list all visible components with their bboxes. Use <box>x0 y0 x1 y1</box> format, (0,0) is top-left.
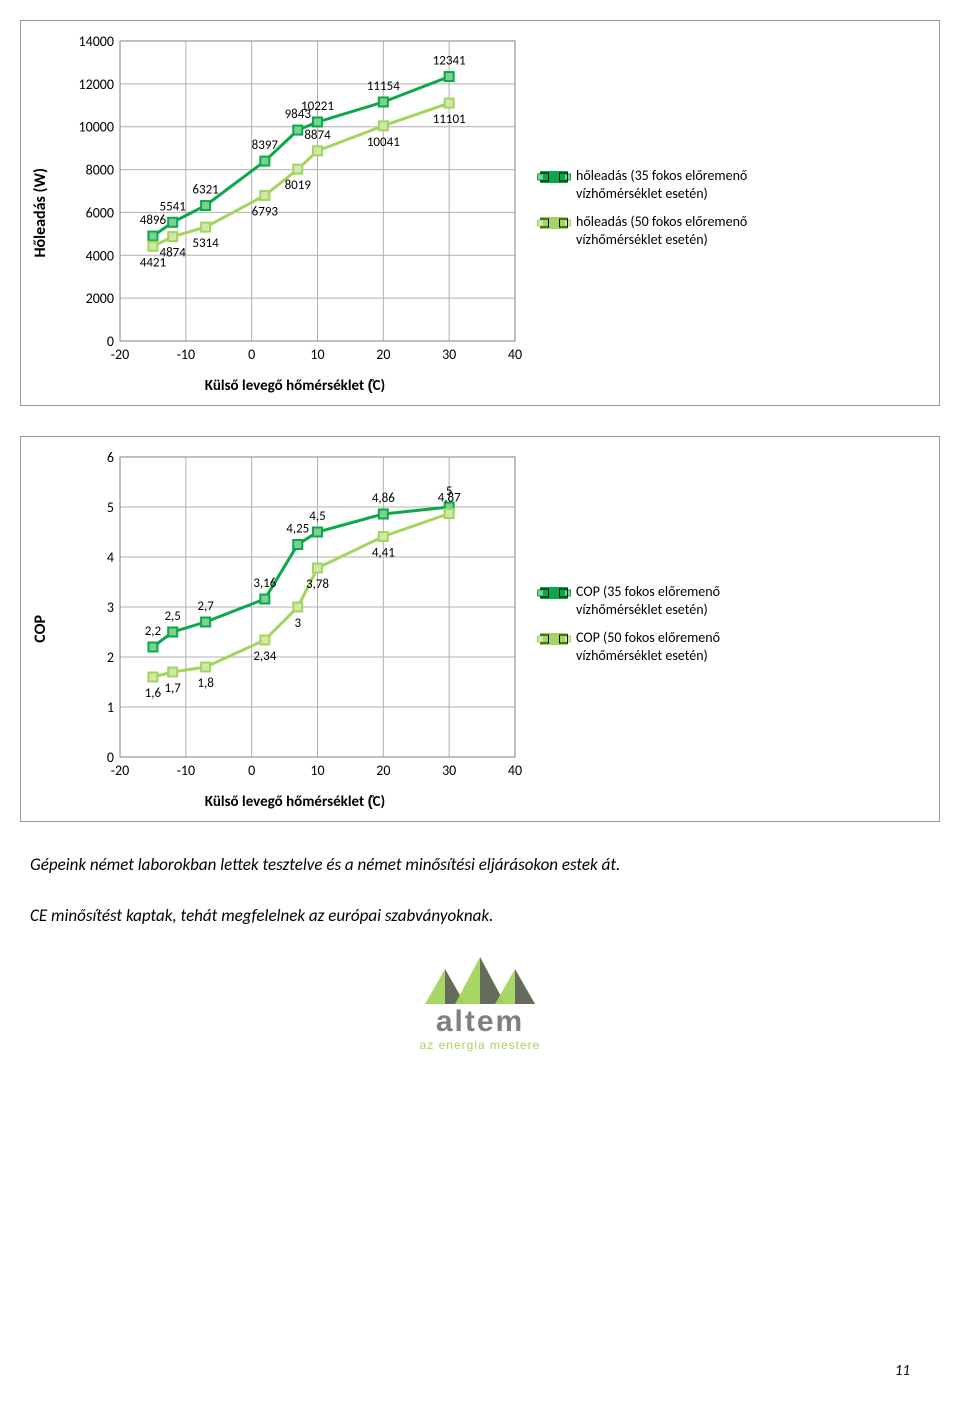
svg-text:20: 20 <box>376 762 390 779</box>
svg-text:0: 0 <box>248 346 255 363</box>
svg-text:3: 3 <box>107 599 114 616</box>
svg-text:0: 0 <box>107 749 114 766</box>
svg-text:5314: 5314 <box>192 236 219 251</box>
svg-text:4896: 4896 <box>140 213 167 228</box>
chart-cop: COP -20-1001020304001234562,22,52,73,164… <box>20 436 940 822</box>
svg-text:12341: 12341 <box>433 54 466 69</box>
svg-text:8000: 8000 <box>86 162 114 179</box>
footer-line2: CE minősítést kaptak, tehát megfelelnek … <box>30 905 493 926</box>
svg-text:4: 4 <box>107 549 114 566</box>
legend-swatch <box>540 633 568 645</box>
svg-text:4,86: 4,86 <box>372 491 395 506</box>
legend-item: COP (35 fokos előremenő vízhőmérséklet e… <box>540 583 796 619</box>
legend-item: hőleadás (35 fokos előremenő vízhőmérsék… <box>540 167 796 203</box>
svg-text:4,5: 4,5 <box>309 509 325 524</box>
svg-text:8019: 8019 <box>285 178 312 193</box>
svg-text:1: 1 <box>107 699 114 716</box>
svg-text:az energia mestere: az energia mestere <box>420 1038 541 1052</box>
svg-text:10000: 10000 <box>79 119 114 136</box>
legend-swatch <box>540 171 568 183</box>
svg-text:1,6: 1,6 <box>145 686 162 701</box>
svg-text:6: 6 <box>107 449 114 466</box>
footer-line1: Gépeink német laborokban lettek tesztelv… <box>30 854 620 875</box>
chart1-xlabel: Külső levegő hőmérséklet (̊C) <box>65 377 525 395</box>
svg-text:5: 5 <box>107 499 114 516</box>
chart2-legend: COP (35 fokos előremenő vízhőmérséklet e… <box>540 583 796 676</box>
svg-text:20: 20 <box>376 346 390 363</box>
svg-text:4000: 4000 <box>86 247 114 264</box>
svg-text:2: 2 <box>107 649 114 666</box>
svg-text:2,2: 2,2 <box>145 624 162 639</box>
svg-text:3,78: 3,78 <box>306 577 329 592</box>
svg-text:8874: 8874 <box>304 128 331 143</box>
svg-text:5541: 5541 <box>159 199 185 214</box>
page-number: 11 <box>895 1362 910 1380</box>
svg-text:4,87: 4,87 <box>438 491 461 506</box>
svg-text:10: 10 <box>310 346 324 363</box>
svg-text:1,8: 1,8 <box>197 676 214 691</box>
svg-text:3: 3 <box>294 616 301 631</box>
legend-label: hőleadás (35 fokos előremenő vízhőmérsék… <box>576 167 796 203</box>
svg-text:10: 10 <box>310 762 324 779</box>
svg-text:-10: -10 <box>177 346 195 363</box>
svg-text:4,41: 4,41 <box>372 546 395 561</box>
svg-text:11154: 11154 <box>367 79 400 94</box>
legend-label: COP (50 fokos előremenő vízhőmérséklet e… <box>576 629 796 665</box>
chart1-legend: hőleadás (35 fokos előremenő vízhőmérsék… <box>540 167 796 260</box>
svg-text:6000: 6000 <box>86 204 114 221</box>
svg-text:2,5: 2,5 <box>164 609 180 624</box>
svg-text:-10: -10 <box>177 762 195 779</box>
footer-paragraph: Gépeink német laborokban lettek tesztelv… <box>30 852 930 929</box>
chart2-xlabel: Külső levegő hőmérséklet (̊C) <box>65 793 525 811</box>
svg-text:30: 30 <box>442 346 456 363</box>
svg-text:6321: 6321 <box>192 183 218 198</box>
svg-text:2,7: 2,7 <box>197 599 214 614</box>
legend-swatch <box>540 587 568 599</box>
svg-text:40: 40 <box>508 762 522 779</box>
legend-item: hőleadás (50 fokos előremenő vízhőmérsék… <box>540 213 796 249</box>
chart2-ylabel: COP <box>31 615 50 643</box>
chart2-plot: -20-1001020304001234562,22,52,73,164,254… <box>65 447 525 787</box>
svg-text:12000: 12000 <box>79 76 114 93</box>
svg-text:0: 0 <box>248 762 255 779</box>
brand-logo: altemaz energia mestere <box>20 949 940 1063</box>
legend-label: COP (35 fokos előremenő vízhőmérséklet e… <box>576 583 796 619</box>
svg-text:10041: 10041 <box>367 135 400 150</box>
svg-text:4,25: 4,25 <box>286 522 309 537</box>
svg-text:40: 40 <box>508 346 522 363</box>
svg-text:2,34: 2,34 <box>253 649 276 664</box>
svg-text:14000: 14000 <box>79 33 114 50</box>
svg-text:altem: altem <box>436 1005 524 1038</box>
svg-text:0: 0 <box>107 333 114 350</box>
svg-text:10221: 10221 <box>301 99 334 114</box>
svg-text:4874: 4874 <box>159 246 186 261</box>
svg-text:6793: 6793 <box>252 204 279 219</box>
legend-swatch <box>540 217 568 229</box>
svg-text:2000: 2000 <box>86 290 114 307</box>
svg-text:30: 30 <box>442 762 456 779</box>
legend-label: hőleadás (50 fokos előremenő vízhőmérsék… <box>576 213 796 249</box>
svg-text:8397: 8397 <box>252 138 279 153</box>
svg-text:3,16: 3,16 <box>253 576 276 591</box>
chart1-plot: -20-100102030400200040006000800010000120… <box>65 31 525 371</box>
chart1-ylabel: Hőleadás (W) <box>31 168 50 258</box>
legend-item: COP (50 fokos előremenő vízhőmérséklet e… <box>540 629 796 665</box>
chart-holeadas: Hőleadás (W) -20-10010203040020004000600… <box>20 20 940 406</box>
svg-text:1,7: 1,7 <box>164 681 181 696</box>
svg-text:11101: 11101 <box>433 112 466 127</box>
